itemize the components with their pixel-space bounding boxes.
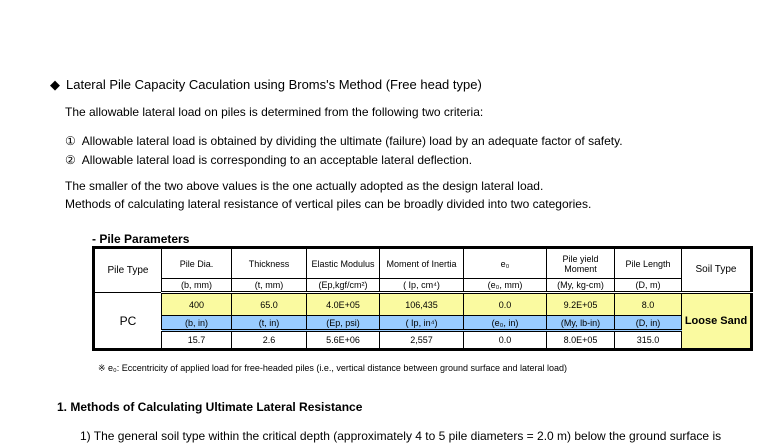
- criterion-1: ① Allowable lateral load is obtained by …: [65, 134, 623, 148]
- header-cell: Pile yield Moment: [546, 247, 615, 279]
- criterion-2: ② Allowable lateral load is correspondin…: [65, 153, 472, 167]
- intro-text: The allowable lateral load on piles is d…: [65, 105, 484, 119]
- unit-cell: (Ep, psi): [306, 315, 380, 332]
- header-cell: Pile Length: [614, 247, 682, 279]
- pile-type-value: PC: [93, 292, 162, 350]
- header-pile-type: Pile Type: [93, 247, 162, 293]
- unit-cell: (t, in): [231, 315, 307, 332]
- section-title: ◆ Lateral Pile Capacity Caculation using …: [50, 77, 482, 93]
- unit-cell: (Ep,kgf/cm²): [306, 278, 380, 294]
- pile-parameters-table: Pile Type Pile Dia. Thickness Elastic Mo…: [92, 246, 753, 351]
- metric-value: 8.0: [614, 292, 682, 316]
- imperial-value: 8.0E+05: [546, 330, 615, 350]
- unit-cell: (e₀, mm): [463, 278, 547, 294]
- imperial-value: 315.0: [614, 330, 682, 350]
- unit-cell: (D, in): [614, 315, 682, 332]
- metric-value: 0.0: [463, 292, 547, 316]
- header-soil-type: Soil Type: [681, 247, 752, 294]
- criterion-text: Allowable lateral load is obtained by di…: [81, 134, 623, 148]
- unit-cell: (My, lb-in): [546, 315, 615, 332]
- imperial-value: 2.6: [231, 330, 307, 350]
- circled-1-icon: ①: [65, 134, 76, 148]
- circled-2-icon: ②: [65, 153, 76, 167]
- metric-value: 4.0E+05: [306, 292, 380, 316]
- header-cell: e₀: [463, 247, 547, 279]
- metric-value: 9.2E+05: [546, 292, 615, 316]
- section-1-item-1: 1) The general soil type within the crit…: [80, 429, 722, 443]
- eccentricity-note: ※ e₀: Eccentricity of applied load for f…: [98, 363, 568, 373]
- imperial-value: 15.7: [161, 330, 232, 350]
- diamond-bullet-icon: ◆: [50, 77, 60, 92]
- unit-cell: ( Ip, cm⁴): [379, 278, 464, 294]
- header-cell: Elastic Modulus: [306, 247, 380, 279]
- metric-value: 65.0: [231, 292, 307, 316]
- section-1-heading: 1. Methods of Calculating Ultimate Later…: [57, 400, 363, 414]
- header-cell: Pile Dia.: [161, 247, 232, 279]
- unit-cell: (My, kg-cm): [546, 278, 615, 294]
- unit-cell: (e₀, in): [463, 315, 547, 332]
- unit-cell: (t, mm): [231, 278, 307, 294]
- title-text: Lateral Pile Capacity Caculation using B…: [66, 77, 482, 92]
- metric-value: 106,435: [379, 292, 464, 316]
- unit-cell: ( Ip, in⁴): [379, 315, 464, 332]
- unit-cell: (D, m): [614, 278, 682, 294]
- metric-value: 400: [161, 292, 232, 316]
- soil-type-value: Loose Sand: [681, 292, 752, 350]
- header-cell: Thickness: [231, 247, 307, 279]
- imperial-value: 2,557: [379, 330, 464, 350]
- unit-cell: (b, mm): [161, 278, 232, 294]
- imperial-value: 5.6E+06: [306, 330, 380, 350]
- header-cell: Moment of Inertia: [379, 247, 464, 279]
- paragraph-line: The smaller of the two above values is t…: [65, 179, 544, 193]
- pile-parameters-heading: - Pile Parameters: [92, 232, 190, 246]
- imperial-value: 0.0: [463, 330, 547, 350]
- unit-cell: (b, in): [161, 315, 232, 332]
- paragraph-line: Methods of calculating lateral resistanc…: [65, 197, 592, 211]
- criterion-text: Allowable lateral load is corresponding …: [81, 153, 473, 167]
